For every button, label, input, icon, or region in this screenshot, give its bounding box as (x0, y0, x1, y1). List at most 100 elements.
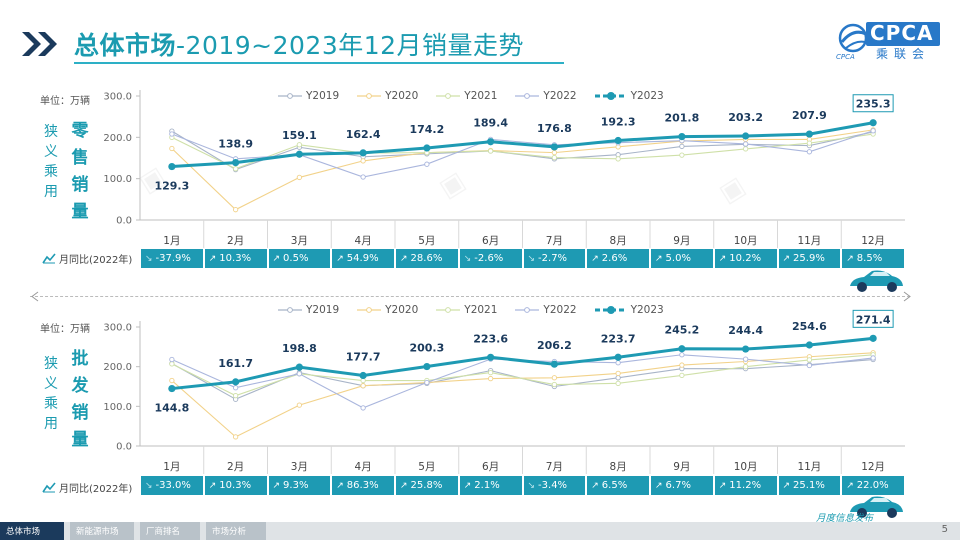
footer-tab-nev[interactable]: 新能源市场 (70, 522, 134, 540)
yoy-value: 22.0% (856, 480, 889, 491)
y-tick-label: 100.0 (103, 174, 132, 185)
yoy-value: 6.5% (601, 480, 628, 491)
data-point-y2020 (296, 402, 303, 408)
legend-item-y2023: Y2023 (594, 304, 664, 316)
data-point-y2021 (742, 364, 749, 370)
yoy-cell: ↗ 9.3% (268, 476, 331, 495)
yoy-cell: ↗ 0.5% (268, 249, 331, 268)
footer-tab-ranking[interactable]: 厂商排名 (140, 522, 200, 540)
data-label: 138.9 (218, 138, 253, 151)
yoy-cell: ↗ 86.3% (332, 476, 394, 495)
data-point-y2023 (869, 334, 877, 342)
legend-item-y2019: Y2019 (278, 90, 339, 102)
yoy-cell: ↗ 6.7% (651, 476, 713, 495)
data-point-y2021 (679, 152, 685, 158)
series-line-y2023 (171, 336, 874, 391)
x-tick-label: 1月 (163, 235, 180, 247)
yoy-value: 8.5% (856, 253, 883, 264)
data-point-y2020 (169, 377, 175, 384)
data-point-y2020 (360, 158, 366, 164)
legend-swatch (357, 307, 382, 313)
yoy-value: -2.6% (474, 253, 504, 264)
trend-up-icon: ↗ (591, 253, 599, 264)
trend-up-icon: ↗ (400, 480, 408, 491)
legend-top: Y2019 Y2020 Y2021 Y2022 Y2023 (278, 89, 664, 103)
data-point-y2020 (169, 145, 175, 152)
yoy-value: 2.1% (474, 480, 500, 491)
data-point-y2022 (742, 356, 749, 362)
series-line-y2021 (171, 354, 874, 397)
data-point-y2021 (615, 156, 621, 162)
legend-swatch (278, 307, 302, 313)
data-label: 245.2 (664, 324, 699, 337)
data-point-y2023 (550, 360, 558, 368)
x-tick-label: 4月 (355, 235, 372, 247)
trend-up-icon: ↗ (718, 480, 727, 491)
yoy-value: -37.9% (155, 253, 191, 264)
x-tick-label: 10月 (734, 461, 758, 473)
data-point-y2023 (678, 345, 686, 353)
data-point-y2019 (679, 143, 685, 150)
unit-label-bottom: 单位：万辆 (40, 324, 90, 335)
data-point-y2021 (679, 372, 685, 379)
data-label: 159.1 (282, 129, 317, 142)
data-point-y2022 (169, 131, 175, 137)
yoy-cell: ↗ 6.5% (587, 476, 649, 495)
y-tick-label: 0.0 (116, 442, 132, 453)
data-point-y2022 (806, 362, 813, 369)
data-point-y2023 (423, 362, 431, 371)
side-label-bottom: 狭义乘用 (44, 356, 58, 432)
data-point-y2023 (614, 136, 622, 145)
data-point-y2021 (551, 381, 558, 388)
legend-label: Y2022 (543, 90, 577, 102)
series-line-y2020 (171, 129, 874, 211)
side-title-wholesale: 批发销量 (71, 349, 89, 450)
trend-up-icon: ↗ (272, 480, 281, 491)
data-point-y2022 (679, 352, 685, 358)
data-point-y2022 (169, 356, 175, 363)
series-line-y2019 (171, 358, 874, 400)
yoy-cell: ↗ 10.3% (204, 476, 267, 495)
legend-swatch (515, 307, 540, 313)
legend-item-y2021: Y2021 (436, 90, 497, 102)
trend-down-icon: ↘ (527, 480, 536, 491)
x-tick-label: 7月 (546, 235, 563, 247)
data-point-y2023 (168, 384, 176, 393)
highlight-box (852, 309, 894, 328)
data-point-y2021 (806, 140, 813, 146)
footer-tab-analysis[interactable]: 市场分析 (206, 522, 266, 540)
car-icon (850, 496, 903, 518)
yoy-cell: ↘ -3.4% (523, 476, 586, 495)
footer-tab-overall[interactable]: 总体市场 (0, 522, 64, 540)
data-point-y2023 (359, 371, 367, 380)
legend-swatch (515, 93, 540, 99)
legend-swatch (357, 93, 382, 99)
legend-label: Y2023 (630, 90, 664, 102)
yoy-value: 9.3% (283, 480, 309, 491)
trend-down-icon: ↘ (145, 480, 153, 491)
yoy-value: 28.6% (410, 253, 443, 264)
trend-up-icon: ↗ (591, 480, 599, 491)
title-underline (74, 62, 564, 64)
data-label: 177.7 (346, 351, 381, 364)
data-point-y2022 (424, 161, 430, 167)
series-line-y2021 (171, 133, 874, 170)
x-tick-label: 4月 (355, 461, 372, 473)
legend-bottom: Y2019 Y2020 Y2021 Y2022 Y2023 (278, 303, 664, 317)
data-point-y2022 (296, 371, 303, 377)
legend-label: Y2019 (306, 304, 340, 316)
trend-icon (42, 482, 56, 493)
yoy-value: 25.8% (410, 480, 443, 491)
logo-box (866, 22, 940, 46)
trend-up-icon: ↗ (655, 480, 663, 491)
data-label: 207.9 (792, 109, 827, 122)
data-point-y2023 (742, 345, 750, 353)
legend-label: Y2021 (464, 304, 498, 316)
car-icon (850, 270, 903, 292)
yoy-value: 54.9% (346, 253, 379, 264)
legend-item-y2023: Y2023 (594, 90, 664, 102)
page-number: 5 (941, 524, 948, 535)
data-label: 201.8 (664, 112, 699, 125)
y-tick-label: 300.0 (103, 323, 132, 334)
data-point-y2020 (296, 174, 303, 181)
